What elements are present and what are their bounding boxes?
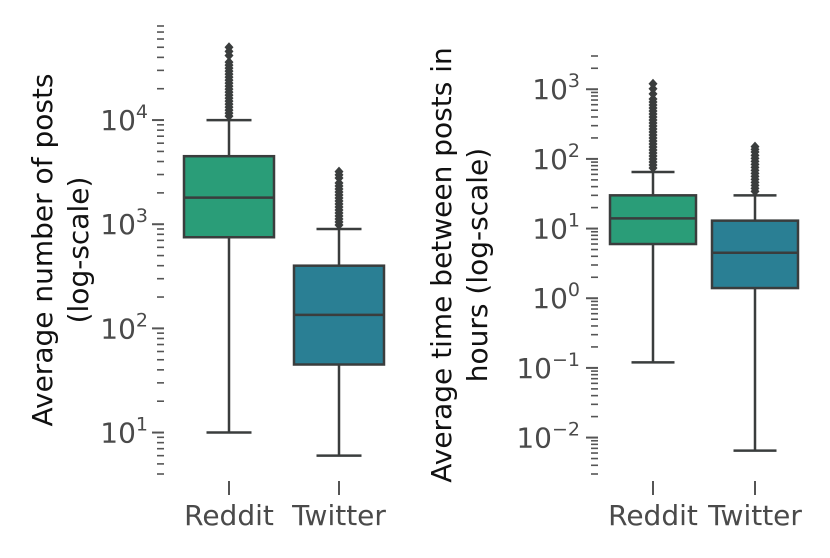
- y-tick-label: 102: [100, 309, 148, 345]
- x-tick-label-reddit: Reddit: [608, 499, 698, 532]
- outlier-marker: [750, 141, 760, 152]
- y-tick-label: 10−1: [516, 349, 580, 385]
- y-tick-label: 103: [532, 70, 580, 106]
- y-axis-title: Average number of posts (log-scale): [26, 73, 95, 426]
- outlier-marker: [648, 83, 658, 94]
- box-reddit: [182, 42, 276, 434]
- y-tick-label: 100: [532, 279, 580, 315]
- y-axis-title: Average time between posts in hours (log-…: [425, 47, 494, 483]
- outlier-marker: [648, 93, 658, 104]
- outlier-marker: [334, 166, 344, 177]
- iqr-box: [710, 219, 800, 290]
- chart-panel-2: 10−2 10−1 100 101 102 103 Average time between…: [425, 47, 802, 532]
- y-tick-label: 102: [532, 140, 580, 176]
- y-tick-label: 103: [100, 205, 148, 241]
- y-tick-label: 101: [532, 210, 580, 246]
- box-twitter: [292, 166, 386, 457]
- outlier-marker: [648, 88, 658, 99]
- x-tick-label-twitter: Twitter: [707, 499, 802, 532]
- x-tick-label-twitter: Twitter: [291, 499, 386, 532]
- outlier-marker: [224, 57, 234, 68]
- outlier-marker: [648, 78, 658, 89]
- y-tick-label: 104: [100, 101, 148, 137]
- y-tick-label: 10−2: [516, 419, 580, 455]
- iqr-box: [608, 194, 698, 246]
- y-tick-label: 101: [100, 414, 148, 450]
- outlier-marker: [224, 42, 234, 53]
- x-tick-label-reddit: Reddit: [184, 499, 274, 532]
- box-reddit: [608, 78, 698, 364]
- box-twitter: [710, 141, 800, 452]
